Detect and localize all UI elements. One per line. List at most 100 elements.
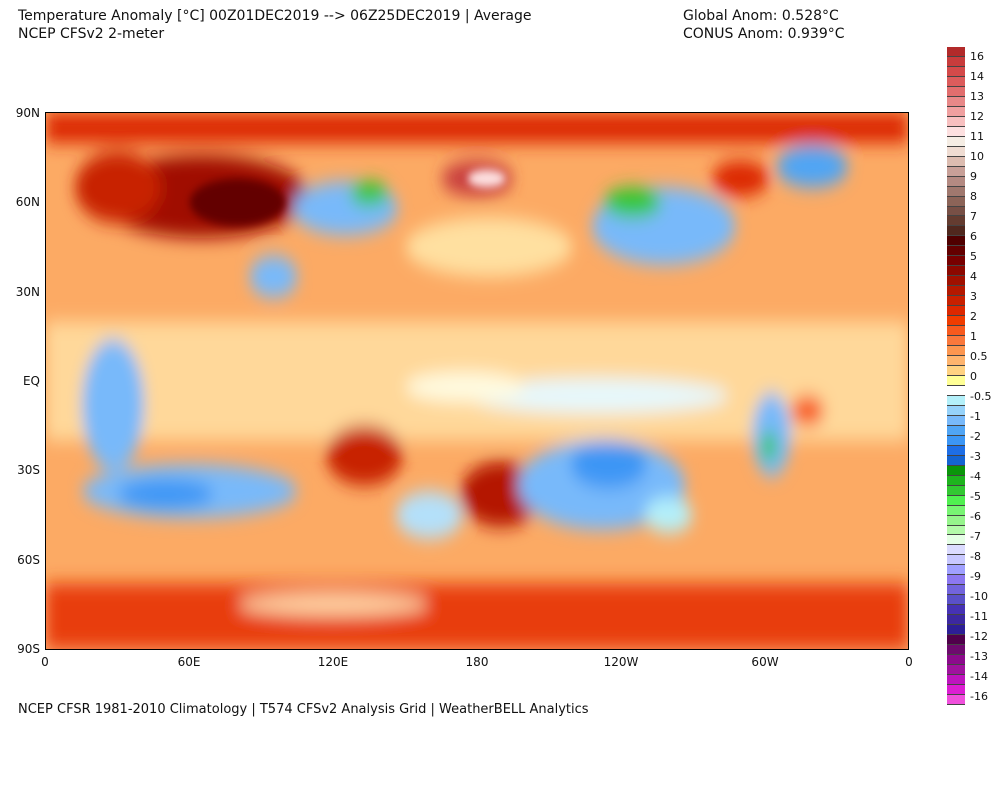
colorbar-label: -16	[970, 690, 988, 703]
colorbar-swatch	[947, 136, 965, 147]
colorbar-swatch	[947, 675, 965, 685]
anomaly-map	[45, 112, 909, 650]
colorbar-swatch	[947, 196, 965, 207]
colorbar-label: 13	[970, 90, 984, 103]
colorbar-label: 2	[970, 310, 977, 323]
colorbar-swatch	[947, 96, 965, 107]
anomaly-field	[46, 113, 908, 649]
colorbar-swatch	[947, 216, 965, 227]
colorbar-label: -1	[970, 410, 981, 423]
lat-label: 30S	[17, 463, 40, 477]
colorbar-swatch	[947, 246, 965, 257]
lon-label: 120W	[603, 655, 639, 669]
colorbar-swatch	[947, 156, 965, 167]
colorbar-swatch	[947, 415, 965, 426]
colorbar-label: 16	[970, 50, 984, 63]
global-anomaly: Global Anom: 0.528°C	[683, 8, 839, 24]
colorbar-label: -7	[970, 530, 981, 543]
colorbar-label: 8	[970, 190, 977, 203]
colorbar-swatch	[947, 665, 965, 676]
colorbar-swatch	[947, 66, 965, 77]
colorbar-label: 0.5	[970, 350, 988, 363]
colorbar-swatch	[947, 515, 965, 526]
colorbar-swatch	[947, 385, 965, 396]
colorbar	[947, 47, 965, 705]
colorbar-label: -9	[970, 570, 981, 583]
chart-subtitle: NCEP CFSv2 2-meter	[18, 26, 165, 42]
colorbar-swatch	[947, 326, 965, 337]
colorbar-swatch	[947, 595, 965, 606]
colorbar-swatch	[947, 146, 965, 157]
colorbar-swatch	[947, 405, 965, 416]
colorbar-label: 6	[970, 230, 977, 243]
colorbar-label: -14	[970, 670, 988, 683]
colorbar-swatch	[947, 605, 965, 616]
colorbar-swatch	[947, 256, 965, 267]
colorbar-swatch	[947, 56, 965, 67]
colorbar-swatch	[947, 316, 965, 327]
footer-credits: NCEP CFSR 1981-2010 Climatology | T574 C…	[18, 702, 589, 717]
colorbar-label: 0	[970, 370, 977, 383]
colorbar-label: -4	[970, 470, 981, 483]
colorbar-label: 12	[970, 110, 984, 123]
colorbar-swatch	[947, 575, 965, 586]
colorbar-swatch	[947, 236, 965, 247]
colorbar-label: 11	[970, 130, 984, 143]
colorbar-swatch	[947, 505, 965, 516]
colorbar-swatch	[947, 206, 965, 217]
lon-label: 60E	[177, 655, 201, 669]
colorbar-label: 9	[970, 170, 977, 183]
colorbar-swatch	[947, 615, 965, 626]
colorbar-label: -8	[970, 550, 981, 563]
colorbar-label: -6	[970, 510, 981, 523]
colorbar-label: 4	[970, 270, 977, 283]
lat-label: 60N	[15, 195, 40, 209]
colorbar-label: -5	[970, 490, 981, 503]
lon-label: 0	[41, 655, 49, 669]
colorbar-swatch	[947, 296, 965, 307]
colorbar-swatch	[947, 635, 965, 646]
colorbar-swatch	[947, 76, 965, 87]
colorbar-label: -3	[970, 450, 981, 463]
lat-label: 30N	[15, 285, 40, 299]
lat-label: 90N	[15, 106, 40, 120]
lon-label: 0	[905, 655, 913, 669]
colorbar-label: -13	[970, 650, 988, 663]
colorbar-swatch	[947, 86, 965, 97]
colorbar-swatch	[947, 495, 965, 506]
colorbar-swatch	[947, 176, 965, 187]
colorbar-swatch	[947, 455, 965, 466]
colorbar-swatch	[947, 106, 965, 117]
colorbar-swatch	[947, 625, 965, 636]
colorbar-swatch	[947, 395, 965, 406]
colorbar-swatch	[947, 445, 965, 456]
colorbar-swatch	[947, 366, 965, 376]
colorbar-swatch	[947, 535, 965, 546]
colorbar-swatch	[947, 435, 965, 446]
colorbar-swatch	[947, 116, 965, 127]
colorbar-label: -10	[970, 590, 988, 603]
chart-title: Temperature Anomaly [°C] 00Z01DEC2019 --…	[18, 8, 532, 24]
colorbar-swatch	[947, 585, 965, 596]
colorbar-label: -11	[970, 610, 988, 623]
colorbar-swatch	[947, 375, 965, 386]
colorbar-swatch	[947, 186, 965, 197]
colorbar-swatch	[947, 465, 965, 476]
colorbar-swatch	[947, 166, 965, 177]
lat-label: 60S	[17, 553, 40, 567]
lat-label: 90S	[17, 642, 40, 656]
colorbar-swatch	[947, 226, 965, 237]
colorbar-label: 7	[970, 210, 977, 223]
colorbar-swatch	[947, 276, 965, 287]
colorbar-swatch	[947, 685, 965, 695]
colorbar-swatch	[947, 126, 965, 137]
colorbar-label: 1	[970, 330, 977, 343]
colorbar-swatch	[947, 336, 965, 347]
colorbar-label: 10	[970, 150, 984, 163]
colorbar-label: 5	[970, 250, 977, 263]
lon-label: 180	[465, 655, 489, 669]
colorbar-swatch	[947, 346, 965, 357]
conus-anomaly: CONUS Anom: 0.939°C	[683, 26, 845, 42]
colorbar-swatch	[947, 47, 965, 57]
colorbar-label: -0.5	[970, 390, 992, 403]
